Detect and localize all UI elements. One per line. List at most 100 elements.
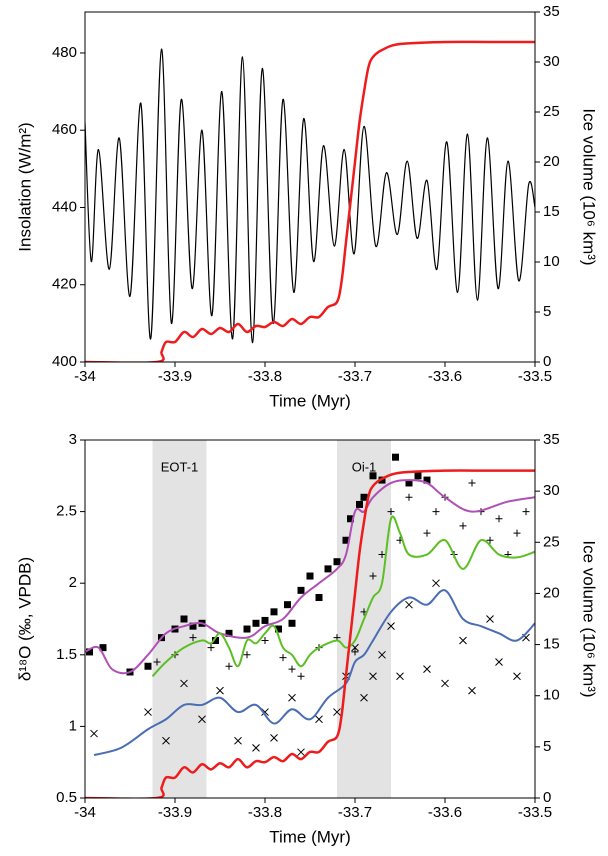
- y2-tick-label: 0: [543, 789, 551, 806]
- y-tick-label: 400: [52, 353, 77, 370]
- square-marker: [315, 594, 323, 602]
- square-marker: [144, 662, 152, 670]
- plus-marker: [261, 636, 269, 644]
- series-line: [93, 589, 535, 757]
- plus-marker: [405, 493, 413, 501]
- y2-tick-label: 35: [543, 3, 560, 20]
- cross-marker: [360, 693, 368, 702]
- y2-tick-label: 0: [543, 353, 551, 370]
- square-marker: [333, 558, 341, 566]
- cross-marker: [216, 686, 224, 695]
- series-line: [85, 48, 535, 344]
- y2-tick-label: 30: [543, 53, 560, 70]
- plus-marker: [288, 665, 296, 673]
- x-axis-title: Time (Myr): [269, 827, 351, 846]
- cross-marker: [459, 636, 467, 645]
- cross-marker: [513, 672, 521, 681]
- y-tick-label: 420: [52, 276, 77, 293]
- x-tick-label: -33.7: [338, 804, 372, 821]
- series-line: [85, 40, 535, 362]
- cross-marker: [315, 715, 323, 724]
- plus-marker: [513, 529, 521, 537]
- square-marker: [297, 586, 305, 594]
- series-line: [85, 469, 535, 798]
- square-marker: [270, 608, 278, 616]
- square-marker: [243, 625, 251, 633]
- square-marker: [306, 572, 314, 580]
- y-axis-title: δ¹⁸O (‰, VPDB): [15, 557, 34, 681]
- x-tick-label: -34: [74, 368, 96, 385]
- x-tick-label: -33.8: [248, 804, 282, 821]
- y2-tick-label: 15: [543, 636, 560, 653]
- plot-frame: [84, 439, 536, 799]
- y-tick-label: 2: [69, 574, 77, 591]
- plus-marker: [432, 508, 440, 516]
- cross-marker: [90, 729, 98, 738]
- square-marker: [261, 616, 269, 624]
- y2-tick-label: 35: [543, 431, 560, 448]
- square-marker: [284, 601, 291, 609]
- cross-marker: [405, 600, 413, 609]
- square-marker: [423, 476, 431, 484]
- square-marker: [288, 619, 296, 627]
- y2-tick-label: 5: [543, 738, 551, 755]
- plus-marker: [459, 522, 467, 530]
- plot-area: [85, 440, 535, 798]
- square-marker: [99, 644, 107, 652]
- series-line: [85, 479, 535, 675]
- x-tick-label: -33.6: [428, 804, 462, 821]
- y-tick-label: 0.5: [56, 789, 77, 806]
- plus-marker: [351, 648, 359, 656]
- x-tick-label: -33.5: [518, 804, 552, 821]
- x-tick-label: -33.6: [428, 368, 462, 385]
- shaded-region: [152, 440, 207, 798]
- cross-marker: [396, 672, 404, 681]
- plus-marker: [153, 658, 161, 666]
- square-marker: [180, 615, 188, 623]
- y2-tick-label: 25: [543, 103, 560, 120]
- y2-tick-label: 20: [543, 584, 560, 601]
- square-marker: [392, 453, 399, 461]
- cross-marker: [270, 734, 278, 742]
- cross-marker: [180, 679, 188, 688]
- cross-marker: [486, 615, 494, 623]
- y2-tick-label: 20: [543, 153, 560, 170]
- cross-marker: [351, 643, 359, 652]
- x-tick-label: -33.9: [158, 804, 192, 821]
- x-tick-label: -33.7: [338, 368, 372, 385]
- plus-marker: [468, 479, 476, 487]
- square-marker: [356, 500, 363, 508]
- region-label: Oi-1: [352, 459, 377, 474]
- y-tick-label: 480: [52, 44, 77, 61]
- cross-marker: [297, 748, 305, 757]
- cross-marker: [261, 708, 269, 716]
- plus-marker: [225, 662, 233, 670]
- plus-marker: [189, 634, 197, 642]
- y-tick-label: 3: [69, 431, 77, 448]
- cross-marker: [468, 686, 476, 695]
- y2-tick-label: 10: [543, 687, 560, 704]
- square-marker: [212, 636, 219, 644]
- y-axis-title: Insolation (W/m²): [15, 122, 34, 251]
- y-tick-label: 440: [52, 198, 77, 215]
- cross-marker: [387, 622, 395, 631]
- y-tick-label: 1.5: [56, 646, 77, 663]
- cross-marker: [234, 736, 242, 745]
- series-line: [151, 515, 535, 677]
- cross-marker: [198, 715, 206, 724]
- plus-marker: [522, 508, 530, 516]
- cross-marker: [378, 650, 386, 659]
- square-marker: [360, 493, 368, 501]
- square-marker: [342, 536, 350, 544]
- plus-marker: [297, 672, 305, 680]
- cross-marker: [432, 579, 440, 588]
- cross-marker: [423, 665, 431, 673]
- y2-tick-label: 10: [543, 253, 560, 270]
- plus-marker: [495, 515, 503, 523]
- y2-tick-label: 5: [543, 303, 551, 320]
- y2-tick-label: 30: [543, 482, 560, 499]
- region-label: EOT-1: [161, 459, 199, 474]
- y2-tick-label: 15: [543, 203, 560, 220]
- x-tick-label: -33.9: [158, 368, 192, 385]
- square-marker: [347, 515, 354, 523]
